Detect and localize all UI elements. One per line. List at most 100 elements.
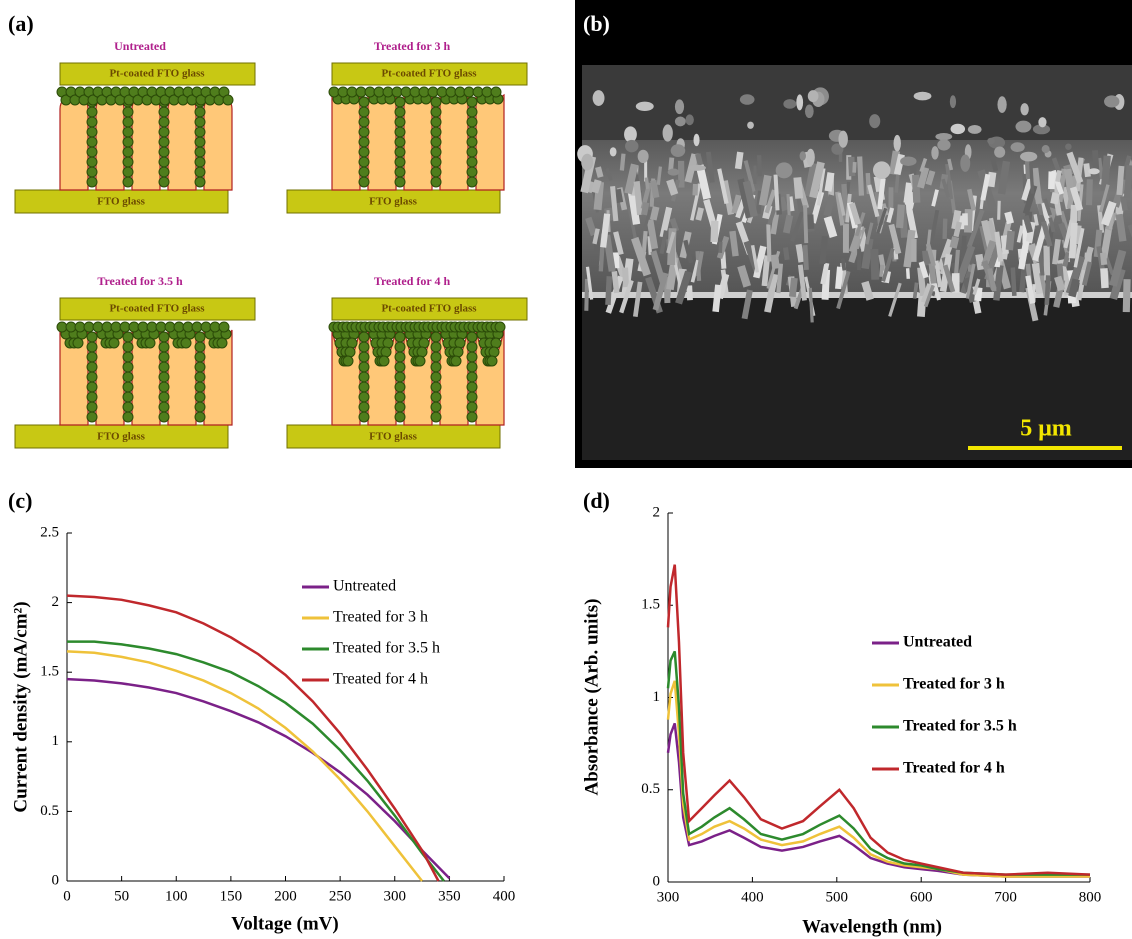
nanorod [942,219,947,240]
state-title: Treated for 3 h [374,39,451,53]
dye-particle [467,157,477,167]
nanorod [1086,179,1093,205]
dye-particle [383,338,393,348]
nanorod [912,175,920,203]
nanorod [753,166,756,184]
dye-particle [159,362,169,372]
dye-particle [431,342,441,352]
particle [625,140,638,152]
particle [935,133,952,140]
particle [668,169,680,176]
nanorod [911,239,917,262]
x-tick-label: 800 [1079,889,1102,905]
particle [806,149,814,166]
dye-particle [467,177,477,187]
dye-particle [467,107,477,117]
dye-particle [195,157,205,167]
x-tick-label: 700 [994,889,1017,905]
x-tick-label: 150 [220,888,243,904]
dye-particle [123,157,133,167]
nanorod [870,249,879,280]
dye-particle [381,347,391,357]
dye-particle [395,157,405,167]
legend-label: Treated for 3.5 h [903,718,1017,735]
nanorod [962,213,968,225]
dye-particle [431,332,441,342]
dye-particle [467,412,477,422]
dye-particle [395,167,405,177]
dye-particle [491,338,501,348]
dye-particle [159,127,169,137]
dye-particle [343,356,353,366]
dye-particle [359,402,369,412]
nanorod [1100,253,1107,266]
dye-particle [87,127,97,137]
dye-particle [195,147,205,157]
dye-particle [431,107,441,117]
dye-particle [431,412,441,422]
particle [914,92,932,101]
dye-particle [359,167,369,177]
dye-particle [359,147,369,157]
dye-particle [145,338,155,348]
particle [900,156,916,165]
dye-particle [159,372,169,382]
dye-particle [431,167,441,177]
dye-particle [359,372,369,382]
particle [671,144,686,157]
dye-particle [417,347,427,357]
legend-label: Treated for 3 h [333,609,428,626]
dye-particle [467,147,477,157]
dye-particle [347,338,357,348]
dye-particle [87,372,97,382]
dye-particle [431,352,441,362]
dye-particle [431,97,441,107]
x-tick-label: 300 [384,888,407,904]
dye-particle [159,382,169,392]
dye-particle [87,157,97,167]
dye-particle [431,157,441,167]
x-tick-label: 300 [657,889,680,905]
series-line [668,565,1090,875]
dye-particle [431,382,441,392]
dye-particle [159,177,169,187]
dye-particle [195,137,205,147]
state-title: Treated for 4 h [374,274,451,288]
legend-label: Treated for 4 h [333,671,428,688]
particle [937,139,950,150]
dye-particle [123,402,133,412]
x-tick-label: 600 [910,889,933,905]
panel-label: (c) [8,488,32,513]
dye-particle [431,127,441,137]
nanorod-pillar [440,95,468,190]
particle [1015,121,1031,133]
particle [997,96,1006,113]
dye-particle [395,402,405,412]
nanorod [692,184,698,196]
dye-particle [431,137,441,147]
nanorod-pillar [204,95,232,190]
particle [693,134,699,146]
dye-particle [195,372,205,382]
y-tick-label: 0 [653,873,661,889]
dye-particle [359,137,369,147]
electrode-label: Pt-coated FTO glass [109,303,205,315]
dye-particle [467,362,477,372]
nanorod-pillar [476,95,504,190]
y-tick-label: 1.5 [641,597,660,613]
particle [776,162,793,178]
dye-particle [495,322,505,332]
panel-label: (d) [583,488,610,513]
y-tick-label: 0.5 [641,781,660,797]
dye-particle [159,137,169,147]
dye-particle [123,372,133,382]
dye-particle [195,402,205,412]
dye-particle [123,352,133,362]
nanorod [857,249,861,270]
dye-particle [359,117,369,127]
particle [1042,145,1050,153]
dye-particle [87,392,97,402]
dye-particle [455,338,465,348]
dye-particle [195,332,205,342]
dye-particle [217,338,227,348]
